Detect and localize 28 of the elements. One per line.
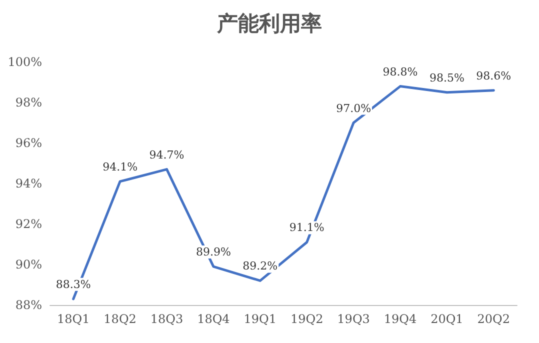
data-label: 89.9%: [196, 246, 231, 259]
x-tick-label: 18Q3: [150, 312, 184, 326]
y-tick-label: 96%: [15, 136, 42, 150]
data-label: 94.7%: [149, 148, 184, 162]
y-tick-label: 92%: [15, 217, 42, 231]
data-label: 98.6%: [476, 69, 512, 82]
x-tick-label: 20Q1: [430, 312, 464, 326]
x-tick-label: 19Q4: [384, 312, 417, 326]
x-tick-label: 19Q2: [290, 312, 324, 326]
data-label: 94.1%: [102, 160, 138, 174]
chart-title: 产能利用率: [216, 12, 322, 36]
y-tick-label: 90%: [15, 258, 42, 272]
x-tick-label: 18Q2: [104, 312, 136, 326]
x-tick-label: 18Q1: [56, 312, 90, 326]
x-tick-label: 18Q4: [197, 312, 230, 326]
data-label: 97.0%: [336, 102, 372, 115]
y-tick-label: 100%: [8, 55, 42, 69]
data-label: 91.1%: [289, 221, 324, 234]
x-tick-label: 19Q3: [337, 312, 370, 326]
data-label: 98.5%: [429, 71, 464, 84]
data-label: 98.8%: [382, 65, 418, 78]
x-tick-label: 20Q2: [477, 312, 510, 326]
y-tick-label: 88%: [15, 298, 42, 312]
data-label: 88.3%: [56, 278, 91, 291]
x-tick-label: 19Q1: [244, 312, 277, 326]
y-tick-label: 94%: [15, 176, 42, 190]
y-tick-label: 98%: [15, 96, 42, 110]
data-label: 89.2%: [242, 260, 278, 273]
